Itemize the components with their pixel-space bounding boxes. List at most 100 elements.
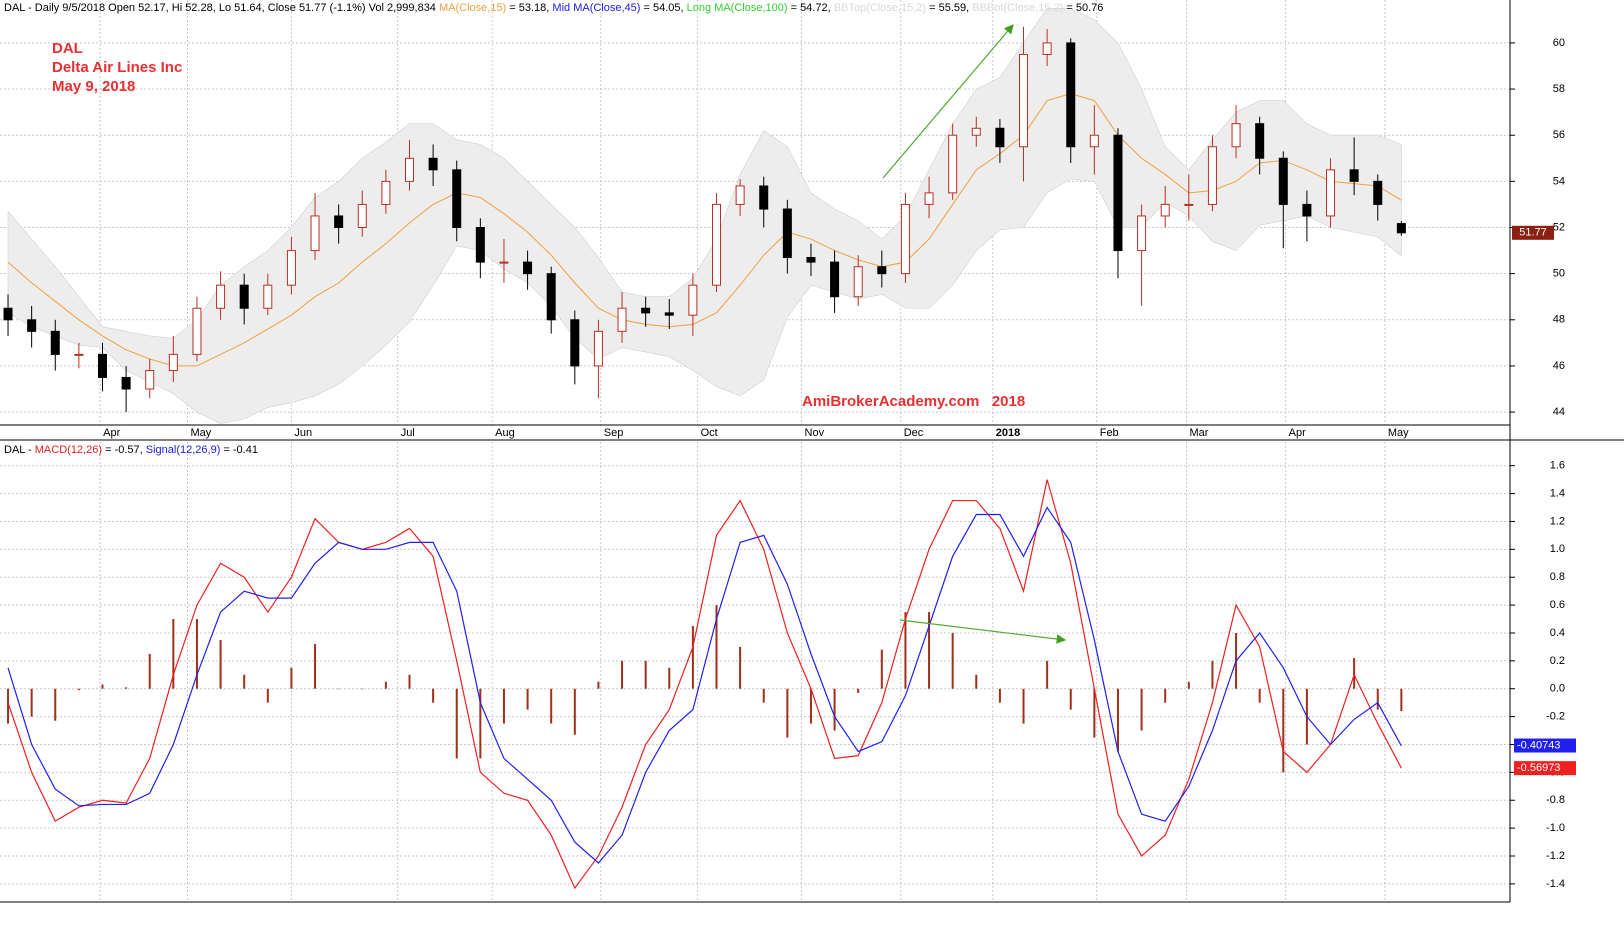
- last-value-box: [1512, 225, 1554, 240]
- y-tick-label: 58: [1553, 83, 1565, 95]
- ma-line: [7, 93, 1402, 367]
- last-value-box: [1514, 761, 1576, 776]
- header-part: = 54.05,: [640, 2, 686, 14]
- y-tick-label: -1.4: [1546, 878, 1565, 890]
- x-tick-label: 2018: [996, 427, 1020, 439]
- candle-body: [735, 185, 745, 205]
- histogram-bar: [455, 688, 458, 759]
- candle-body: [1349, 169, 1359, 182]
- candle-body: [782, 208, 792, 258]
- header-part: = -0.57,: [102, 444, 146, 456]
- y-tick-label: 54: [1553, 175, 1565, 187]
- histogram-bar: [7, 688, 10, 724]
- header-part: BBTop(Close,15,2): [834, 2, 926, 14]
- candle-body: [1255, 123, 1265, 159]
- candle-body: [1373, 180, 1383, 205]
- histogram-bar: [479, 688, 482, 759]
- y-tick-label: 1.2: [1550, 515, 1565, 527]
- histogram-bar: [1400, 688, 1403, 712]
- x-tick-label: Jun: [294, 427, 312, 439]
- candle-body: [1019, 53, 1029, 148]
- candle-body: [428, 157, 438, 171]
- candle-body: [900, 203, 910, 275]
- candle-body: [97, 353, 107, 378]
- macd-line: [7, 479, 1402, 890]
- candle-body: [1066, 42, 1076, 148]
- histogram-bar: [762, 688, 765, 703]
- candle-body: [1278, 157, 1288, 205]
- histogram-bar: [526, 688, 529, 710]
- candle-body: [216, 284, 226, 309]
- candle-body: [499, 261, 509, 264]
- histogram-bar: [1046, 660, 1049, 689]
- x-tick-label: May: [191, 427, 212, 439]
- histogram-bar: [408, 674, 411, 689]
- candle-body: [853, 266, 863, 298]
- y-tick-label: 46: [1553, 360, 1565, 372]
- candle-body: [168, 353, 178, 372]
- candle-body: [948, 134, 958, 194]
- histogram-bar: [644, 660, 647, 689]
- candle-body: [50, 330, 60, 355]
- histogram-bar: [904, 612, 907, 689]
- header-part: = 50.76: [1063, 2, 1103, 14]
- header-part: MA(Close,15): [439, 2, 506, 14]
- histogram-bar: [998, 688, 1001, 703]
- histogram-bar: [219, 639, 222, 689]
- candle-body: [759, 185, 769, 210]
- header-part: = 54.72,: [788, 2, 834, 14]
- y-tick-label: 44: [1553, 406, 1565, 418]
- candle-body: [1137, 215, 1147, 252]
- last-value-label: 51.77: [1519, 227, 1547, 239]
- candle-body: [877, 266, 887, 275]
- candle-body: [27, 319, 37, 332]
- candle-body: [239, 284, 249, 309]
- histogram-bar: [384, 681, 387, 689]
- watermark: AmiBrokerAcademy.com 2018: [802, 393, 1025, 410]
- histogram-bar: [880, 649, 883, 689]
- y-tick-label: 1.0: [1550, 543, 1565, 555]
- y-tick-label: 0.8: [1550, 571, 1565, 583]
- candle-body: [664, 312, 674, 316]
- y-tick-label: 0.4: [1550, 627, 1565, 639]
- x-tick-label: Jul: [401, 427, 415, 439]
- histogram-bar: [975, 674, 978, 689]
- candle-body: [286, 250, 296, 286]
- candle-body: [452, 169, 462, 228]
- histogram-bar: [550, 688, 553, 724]
- y-tick-label: 52: [1553, 221, 1565, 233]
- candle-body: [641, 307, 651, 314]
- y-tick-label: -1.0: [1546, 822, 1565, 834]
- candle-body: [971, 127, 981, 136]
- histogram-bar: [314, 644, 317, 689]
- histogram-bar: [290, 667, 293, 689]
- histogram-bar: [857, 688, 860, 693]
- candle-body: [1396, 223, 1406, 234]
- candle-body: [995, 127, 1005, 148]
- candle-body: [145, 370, 155, 390]
- histogram-bar: [951, 632, 954, 689]
- histogram-bar: [1353, 658, 1356, 689]
- candle-body: [1160, 203, 1170, 217]
- histogram-bar: [1140, 688, 1143, 731]
- y-tick-label: 0.0: [1550, 683, 1565, 695]
- histogram-bar: [573, 688, 576, 735]
- header-part: = 53.18,: [506, 2, 552, 14]
- x-tick-label: Nov: [805, 427, 825, 439]
- candle-body: [546, 273, 556, 321]
- histogram-bar: [597, 681, 600, 689]
- x-tick-label: Feb: [1100, 427, 1119, 439]
- candle-body: [1326, 169, 1336, 217]
- histogram-bar: [739, 646, 742, 689]
- candle-body: [74, 353, 84, 356]
- candle-body: [688, 284, 698, 316]
- histogram-bar: [809, 688, 812, 724]
- y-tick-label: 48: [1553, 314, 1565, 326]
- candle-body: [192, 307, 202, 355]
- histogram-bar: [432, 688, 435, 703]
- histogram-bar: [172, 619, 175, 689]
- y-tick-label: -0.2: [1546, 711, 1565, 723]
- candle-body: [334, 215, 344, 228]
- y-tick-label: 1.4: [1550, 487, 1565, 499]
- histogram-bar: [1258, 688, 1261, 703]
